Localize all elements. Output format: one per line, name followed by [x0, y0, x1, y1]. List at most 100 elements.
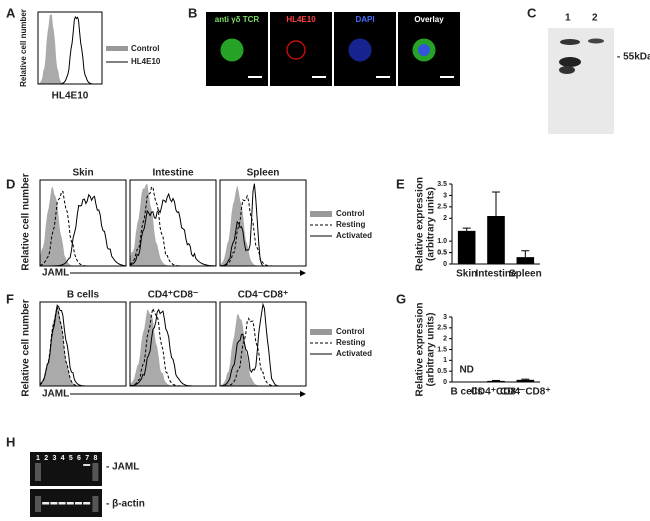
plot-frame — [129, 179, 217, 267]
legend-label: Resting — [336, 220, 365, 229]
band — [66, 502, 74, 505]
band — [559, 66, 575, 74]
panel-label: B — [188, 5, 197, 20]
legend-swatch — [106, 46, 128, 51]
y-label: (arbitrary units) — [426, 313, 437, 387]
y-tick-label: 0 — [443, 379, 447, 386]
panel-label: F — [6, 291, 14, 306]
x-tick-label: Spleen — [509, 269, 542, 280]
band — [560, 39, 580, 45]
arrow-head — [300, 270, 306, 276]
panel-title: Skin — [72, 168, 93, 179]
lane-label: 6 — [77, 455, 81, 462]
y-tick-label: 0.5 — [437, 249, 447, 256]
band — [559, 57, 581, 67]
y-label: Relative cell number — [21, 299, 32, 396]
x-tick-label: CD4⁺CD8⁻ — [471, 387, 522, 398]
channel-label: DAPI — [355, 15, 374, 24]
resting-histogram — [39, 306, 126, 387]
x-tick-label: B cells — [451, 387, 484, 398]
annotation: ND — [459, 365, 473, 376]
band-label: - β-actin — [106, 499, 145, 510]
arrow-head — [300, 391, 306, 397]
lane-label: 2 — [44, 455, 48, 462]
cell — [286, 40, 306, 60]
y-tick-label: 3 — [443, 192, 447, 199]
control-histogram — [38, 14, 102, 85]
band — [50, 502, 58, 505]
band — [83, 464, 91, 466]
panel-label: A — [6, 5, 16, 20]
plot-frame — [129, 301, 217, 387]
panel-label: D — [6, 176, 15, 191]
legend-label: HL4E10 — [131, 57, 161, 66]
y-tick-label: 2.5 — [437, 204, 447, 211]
ladder — [35, 463, 41, 481]
bar — [487, 216, 505, 264]
y-label: Relative expression — [415, 303, 426, 397]
y-tick-label: 0.5 — [437, 249, 447, 256]
band — [58, 502, 66, 505]
bar — [487, 380, 505, 382]
resting-histogram — [129, 306, 216, 387]
lane-label: 3 — [52, 455, 56, 462]
bar — [516, 379, 535, 382]
legend-label: Activated — [336, 231, 372, 240]
panel-title: Intestine — [152, 168, 194, 179]
y-label: Relative cell number — [19, 9, 28, 87]
control-histogram — [40, 304, 126, 386]
x-label: HL4E10 — [52, 91, 89, 102]
control-histogram — [130, 309, 216, 386]
western-blot — [548, 28, 614, 134]
y-tick-label: 2 — [443, 336, 447, 343]
legend-label: Control — [336, 209, 364, 218]
panel-title: CD4⁺CD8⁻ — [148, 290, 199, 301]
panel-label: G — [396, 291, 406, 306]
micrograph — [270, 12, 332, 86]
channel-label: Overlay — [414, 15, 444, 24]
activated-histogram — [129, 192, 216, 267]
legend-label: Control — [336, 327, 364, 336]
lane-label: 5 — [69, 455, 73, 462]
panel-label: H — [6, 434, 15, 449]
ladder — [92, 463, 99, 481]
x-tick-label: Skin — [456, 269, 477, 280]
y-tick-label: 1.0 — [437, 238, 447, 245]
x-label: JAML — [42, 389, 69, 400]
plot-frame — [39, 301, 127, 387]
band-label: - JAML — [106, 462, 139, 473]
legend-swatch — [310, 329, 332, 335]
ladder — [92, 496, 99, 512]
x-tick-label: CD4⁻CD8⁺ — [500, 387, 551, 398]
band — [42, 502, 50, 505]
channel-label: HL4E10 — [286, 15, 316, 24]
panel-label: C — [527, 5, 537, 20]
control-histogram — [40, 187, 126, 266]
y-tick-label: 1 — [443, 357, 447, 364]
legend-swatch — [310, 211, 332, 217]
lane-label: 7 — [85, 455, 89, 462]
size-marker: - 55kDa — [617, 52, 650, 63]
legend-label: Resting — [336, 338, 365, 347]
control-histogram — [130, 183, 216, 266]
y-tick-label: 2.5 — [437, 325, 447, 332]
bar — [516, 257, 535, 264]
lane-label: 1 — [36, 455, 40, 462]
plot-frame — [37, 11, 103, 85]
x-label: JAML — [42, 268, 69, 279]
nucleus — [418, 44, 430, 56]
band — [83, 502, 91, 505]
y-label: (arbitrary units) — [426, 187, 437, 261]
cell — [348, 38, 372, 62]
plot-frame — [219, 301, 307, 387]
y-tick-label: 0.5 — [437, 368, 447, 375]
plot-frame — [219, 179, 307, 267]
y-tick-label: 1.5 — [437, 346, 447, 353]
resting-histogram — [39, 190, 126, 267]
lane-label: 1 — [565, 13, 571, 24]
control-histogram — [220, 314, 306, 386]
panel-title: B cells — [67, 290, 100, 301]
y-tick-label: 0 — [443, 261, 447, 268]
panel-title: Spleen — [247, 168, 280, 179]
